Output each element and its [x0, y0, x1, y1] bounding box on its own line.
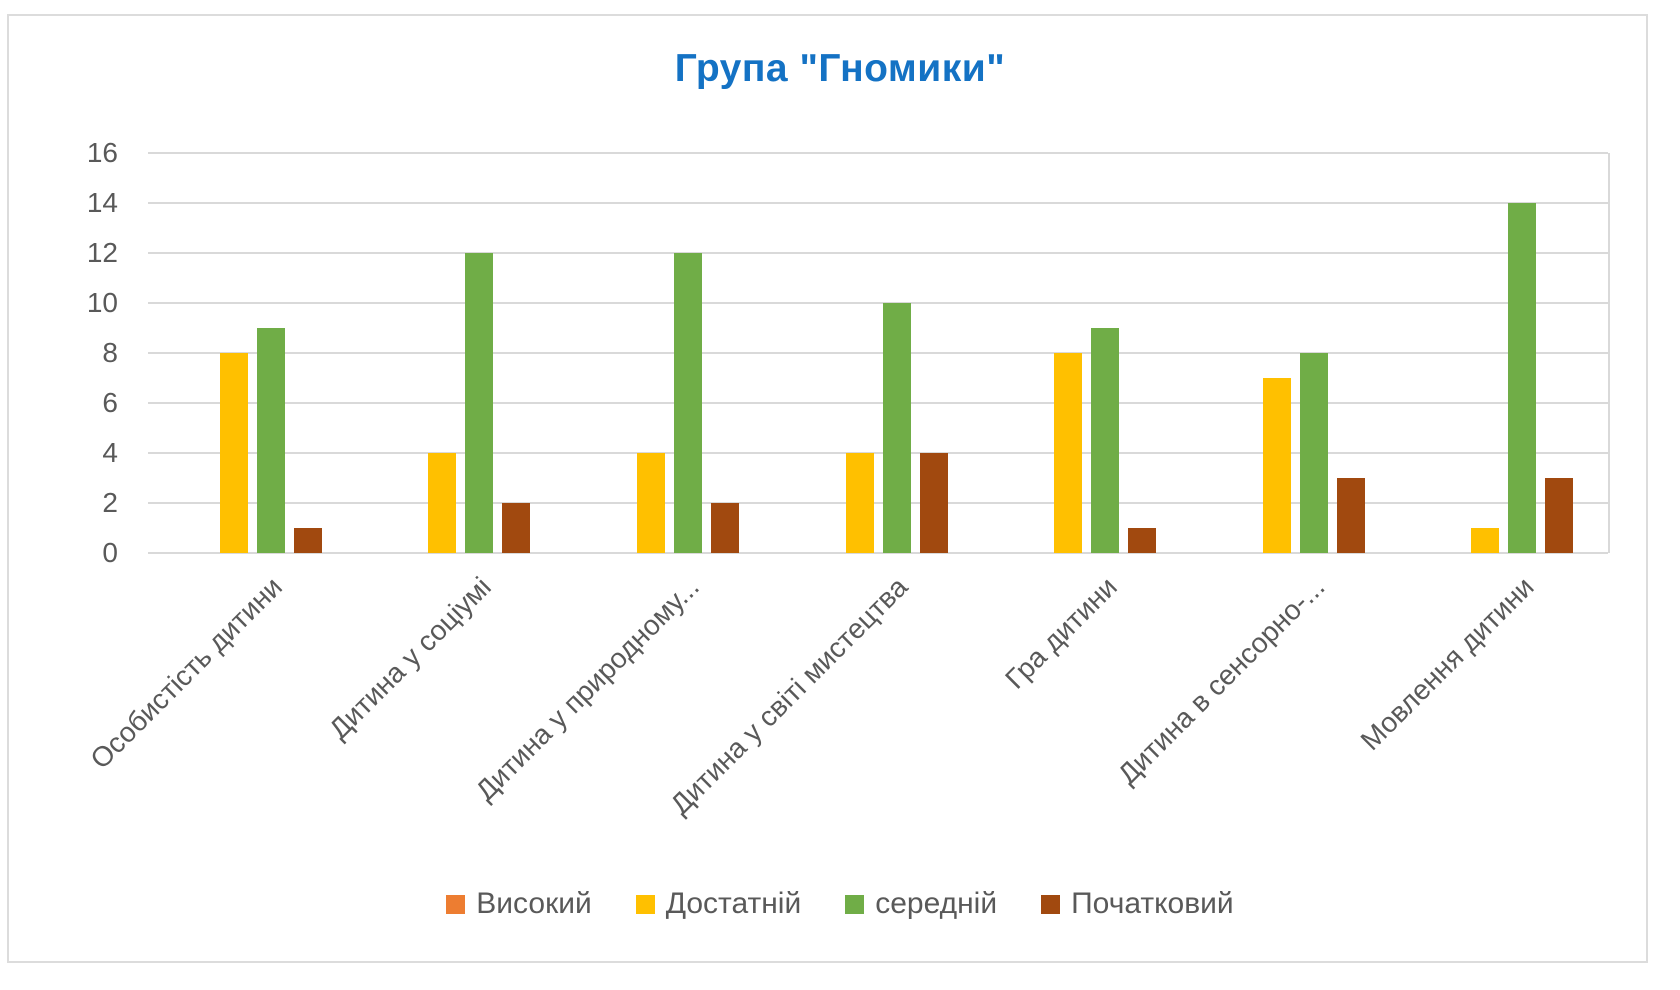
y-tick-label: 4: [102, 437, 118, 468]
legend-label: Високий: [476, 887, 592, 920]
legend-label: середній: [875, 887, 998, 920]
bar-Початковий: [1545, 478, 1574, 553]
y-tick-label: 2: [102, 487, 118, 518]
bar-середній: [1508, 203, 1537, 553]
bar-group: [183, 328, 322, 553]
bar-середній: [673, 253, 702, 553]
y-tick-label: 14: [86, 187, 118, 218]
bar-group: [1434, 203, 1574, 553]
legend-swatch-icon: [1041, 894, 1061, 914]
y-tick-label: 16: [86, 137, 118, 168]
bar-Достатній: [428, 453, 457, 553]
y-tick-label: 0: [102, 537, 118, 568]
plot-area: [148, 152, 1610, 554]
legend-swatch-icon: [635, 894, 655, 914]
y-tick-label: 10: [86, 287, 118, 318]
bar-середній: [256, 328, 285, 553]
bar-Початковий: [293, 528, 322, 553]
y-gridline: [148, 152, 1608, 154]
bar-Початковий: [502, 503, 531, 553]
plot-right-border: [1608, 153, 1610, 553]
legend-swatch-icon: [845, 894, 865, 914]
bar-Достатній: [845, 453, 874, 553]
legend-label: Початковий: [1071, 887, 1234, 920]
bar-group: [809, 303, 948, 553]
bar-group: [1017, 328, 1157, 553]
legend: Високий Достатній середній Початковий: [0, 887, 1680, 921]
bar-середній: [1091, 328, 1120, 553]
bar-Достатній: [1262, 378, 1291, 553]
legend-label: Достатній: [665, 887, 802, 920]
y-gridline: [148, 452, 1608, 454]
bar-Початковий: [1128, 528, 1157, 553]
y-gridline: [148, 502, 1608, 504]
legend-item-середній: середній: [845, 887, 997, 921]
bar-середній: [882, 303, 911, 553]
y-gridline: [148, 302, 1608, 304]
y-gridline: [148, 202, 1608, 204]
bar-Достатній: [219, 353, 248, 553]
bar-group: [391, 253, 531, 553]
y-gridline: [148, 402, 1608, 404]
legend-swatch-icon: [446, 894, 466, 914]
y-tick-label: 12: [86, 237, 118, 268]
y-gridline: [148, 552, 1608, 554]
legend-item-Достатній: Достатній: [635, 887, 802, 921]
chart-title: Група "Гномики": [674, 47, 1006, 90]
y-gridline: [148, 252, 1608, 254]
y-tick-label: 8: [102, 337, 118, 368]
bar-Достатній: [1471, 528, 1500, 553]
y-tick-label: 6: [102, 387, 118, 418]
y-gridline: [148, 352, 1608, 354]
bar-Початковий: [710, 503, 739, 553]
bar-group: [600, 253, 739, 553]
bar-Достатній: [636, 453, 665, 553]
bar-Достатній: [1054, 353, 1083, 553]
bar-Початковий: [1336, 478, 1365, 553]
legend-item-Початковий: Початковий: [1041, 887, 1234, 921]
bar-середній: [1299, 353, 1328, 553]
bar-group: [1226, 353, 1365, 553]
bar-Початковий: [919, 453, 948, 553]
legend-item-Високий: Високий: [446, 887, 592, 921]
bar-середній: [465, 253, 494, 553]
